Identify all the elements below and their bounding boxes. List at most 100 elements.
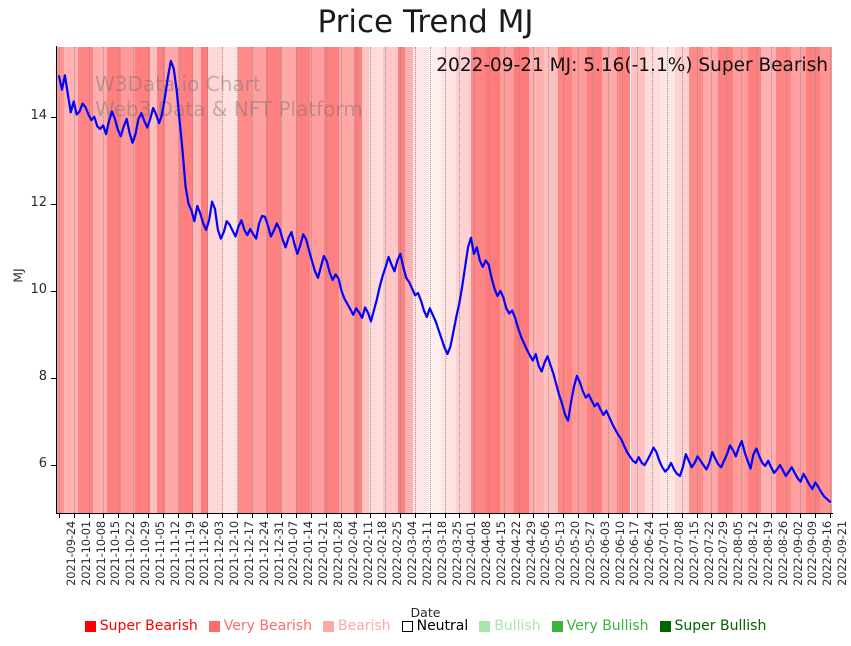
sentiment-band [164,47,180,513]
gridline [103,47,105,513]
x-tick-label: 2022-01-14 [301,521,316,586]
gridline [118,47,120,513]
sentiment-band [310,47,325,513]
gridline [192,47,194,513]
x-tick-label: 2022-08-26 [775,521,790,586]
sentiment-band [689,47,704,513]
x-tick-label: 2022-04-15 [493,521,508,586]
x-tick-label: 2022-03-18 [434,521,449,586]
x-tick-mark [192,514,194,518]
gridline [474,47,476,513]
gridline [607,47,609,513]
gridline [325,47,327,513]
gridline [73,47,75,513]
sentiment-band [280,47,296,513]
x-tick-mark [711,514,713,518]
gridline [251,47,253,513]
legend-item[interactable]: Very Bearish [208,618,312,634]
gridline [770,47,772,513]
sentiment-band-layer [57,47,832,513]
x-tick-mark [726,514,728,518]
sentiment-band [732,47,748,513]
x-tick-label: 2022-04-22 [508,521,523,586]
legend-swatch-icon [208,620,220,632]
gridline [666,47,668,513]
gridline [815,47,817,513]
sentiment-band [558,47,573,513]
x-tick-label: 2021-10-22 [123,521,138,586]
x-tick-label: 2021-12-24 [256,521,271,586]
x-tick-mark [222,514,224,518]
legend-label: Super Bullish [674,618,767,634]
x-tick-mark [296,514,298,518]
sentiment-band [412,47,428,513]
x-tick-mark [770,514,772,518]
legend-item[interactable]: Super Bullish [659,618,767,634]
x-tick-mark [755,514,757,518]
x-tick-label: 2022-07-22 [701,521,716,586]
gridline [459,47,461,513]
y-tick-mark [51,203,56,205]
y-axis-ticks: 6 8 10 12 14 [0,0,47,646]
x-tick-mark [474,514,476,518]
x-tick-mark [563,514,565,518]
gridline [177,47,179,513]
legend-item[interactable]: Bearish [322,618,391,634]
x-tick-label: 2021-10-01 [78,521,93,586]
x-tick-mark [503,514,505,518]
gridline [414,47,416,513]
x-tick-label: 2022-01-28 [330,521,345,586]
x-tick-label: 2022-05-06 [538,521,553,586]
x-tick-label: 2022-05-20 [568,521,583,586]
x-tick-mark [103,514,105,518]
sentiment-band [790,47,806,513]
gridline [592,47,594,513]
legend-item[interactable]: Bullish [479,618,541,634]
sentiment-band [121,47,136,513]
x-tick-label: 2022-09-16 [820,521,835,586]
y-tick-label: 8 [38,368,47,384]
sentiment-band [222,47,238,513]
page-title: Price Trend MJ [317,4,534,40]
y-axis-spine [56,46,57,514]
legend-item[interactable]: Very Bullish [551,618,649,634]
legend-item[interactable]: Super Bearish [84,618,198,634]
x-tick-label: 2022-02-18 [375,521,390,586]
sentiment-band [703,47,719,513]
x-tick-label: 2021-12-17 [241,521,256,586]
x-tick-mark [236,514,238,518]
sentiment-band [57,47,64,513]
legend-label: Very Bullish [566,618,649,634]
legend-swatch-icon [401,620,413,632]
legend-swatch-icon [84,620,96,632]
gridline [444,47,446,513]
gridline [311,47,313,513]
gridline [518,47,520,513]
x-tick-label: 2022-06-03 [597,521,612,586]
x-tick-label: 2021-12-10 [227,521,242,586]
x-tick-label: 2022-09-02 [790,521,805,586]
x-tick-mark [488,514,490,518]
x-tick-label: 2021-09-24 [64,521,78,586]
x-tick-mark [622,514,624,518]
gridline [711,47,713,513]
x-tick-mark [385,514,387,518]
x-tick-mark [800,514,802,518]
x-tick-label: 2022-08-19 [760,521,775,586]
sentiment-band [500,47,515,513]
gridline [696,47,698,513]
x-tick-mark [133,514,135,518]
x-tick-mark [207,514,209,518]
legend-label: Bearish [337,618,391,634]
gridline [785,47,787,513]
sentiment-band [528,47,544,513]
x-tick-label: 2022-04-29 [523,521,538,586]
x-tick-label: 2021-10-29 [138,521,153,586]
sentiment-band [266,47,281,513]
sentiment-band [208,47,223,513]
x-tick-mark [577,514,579,518]
sentiment-band [92,47,107,513]
x-tick-label: 2022-06-24 [642,521,657,586]
legend-item[interactable]: Neutral [401,618,468,634]
